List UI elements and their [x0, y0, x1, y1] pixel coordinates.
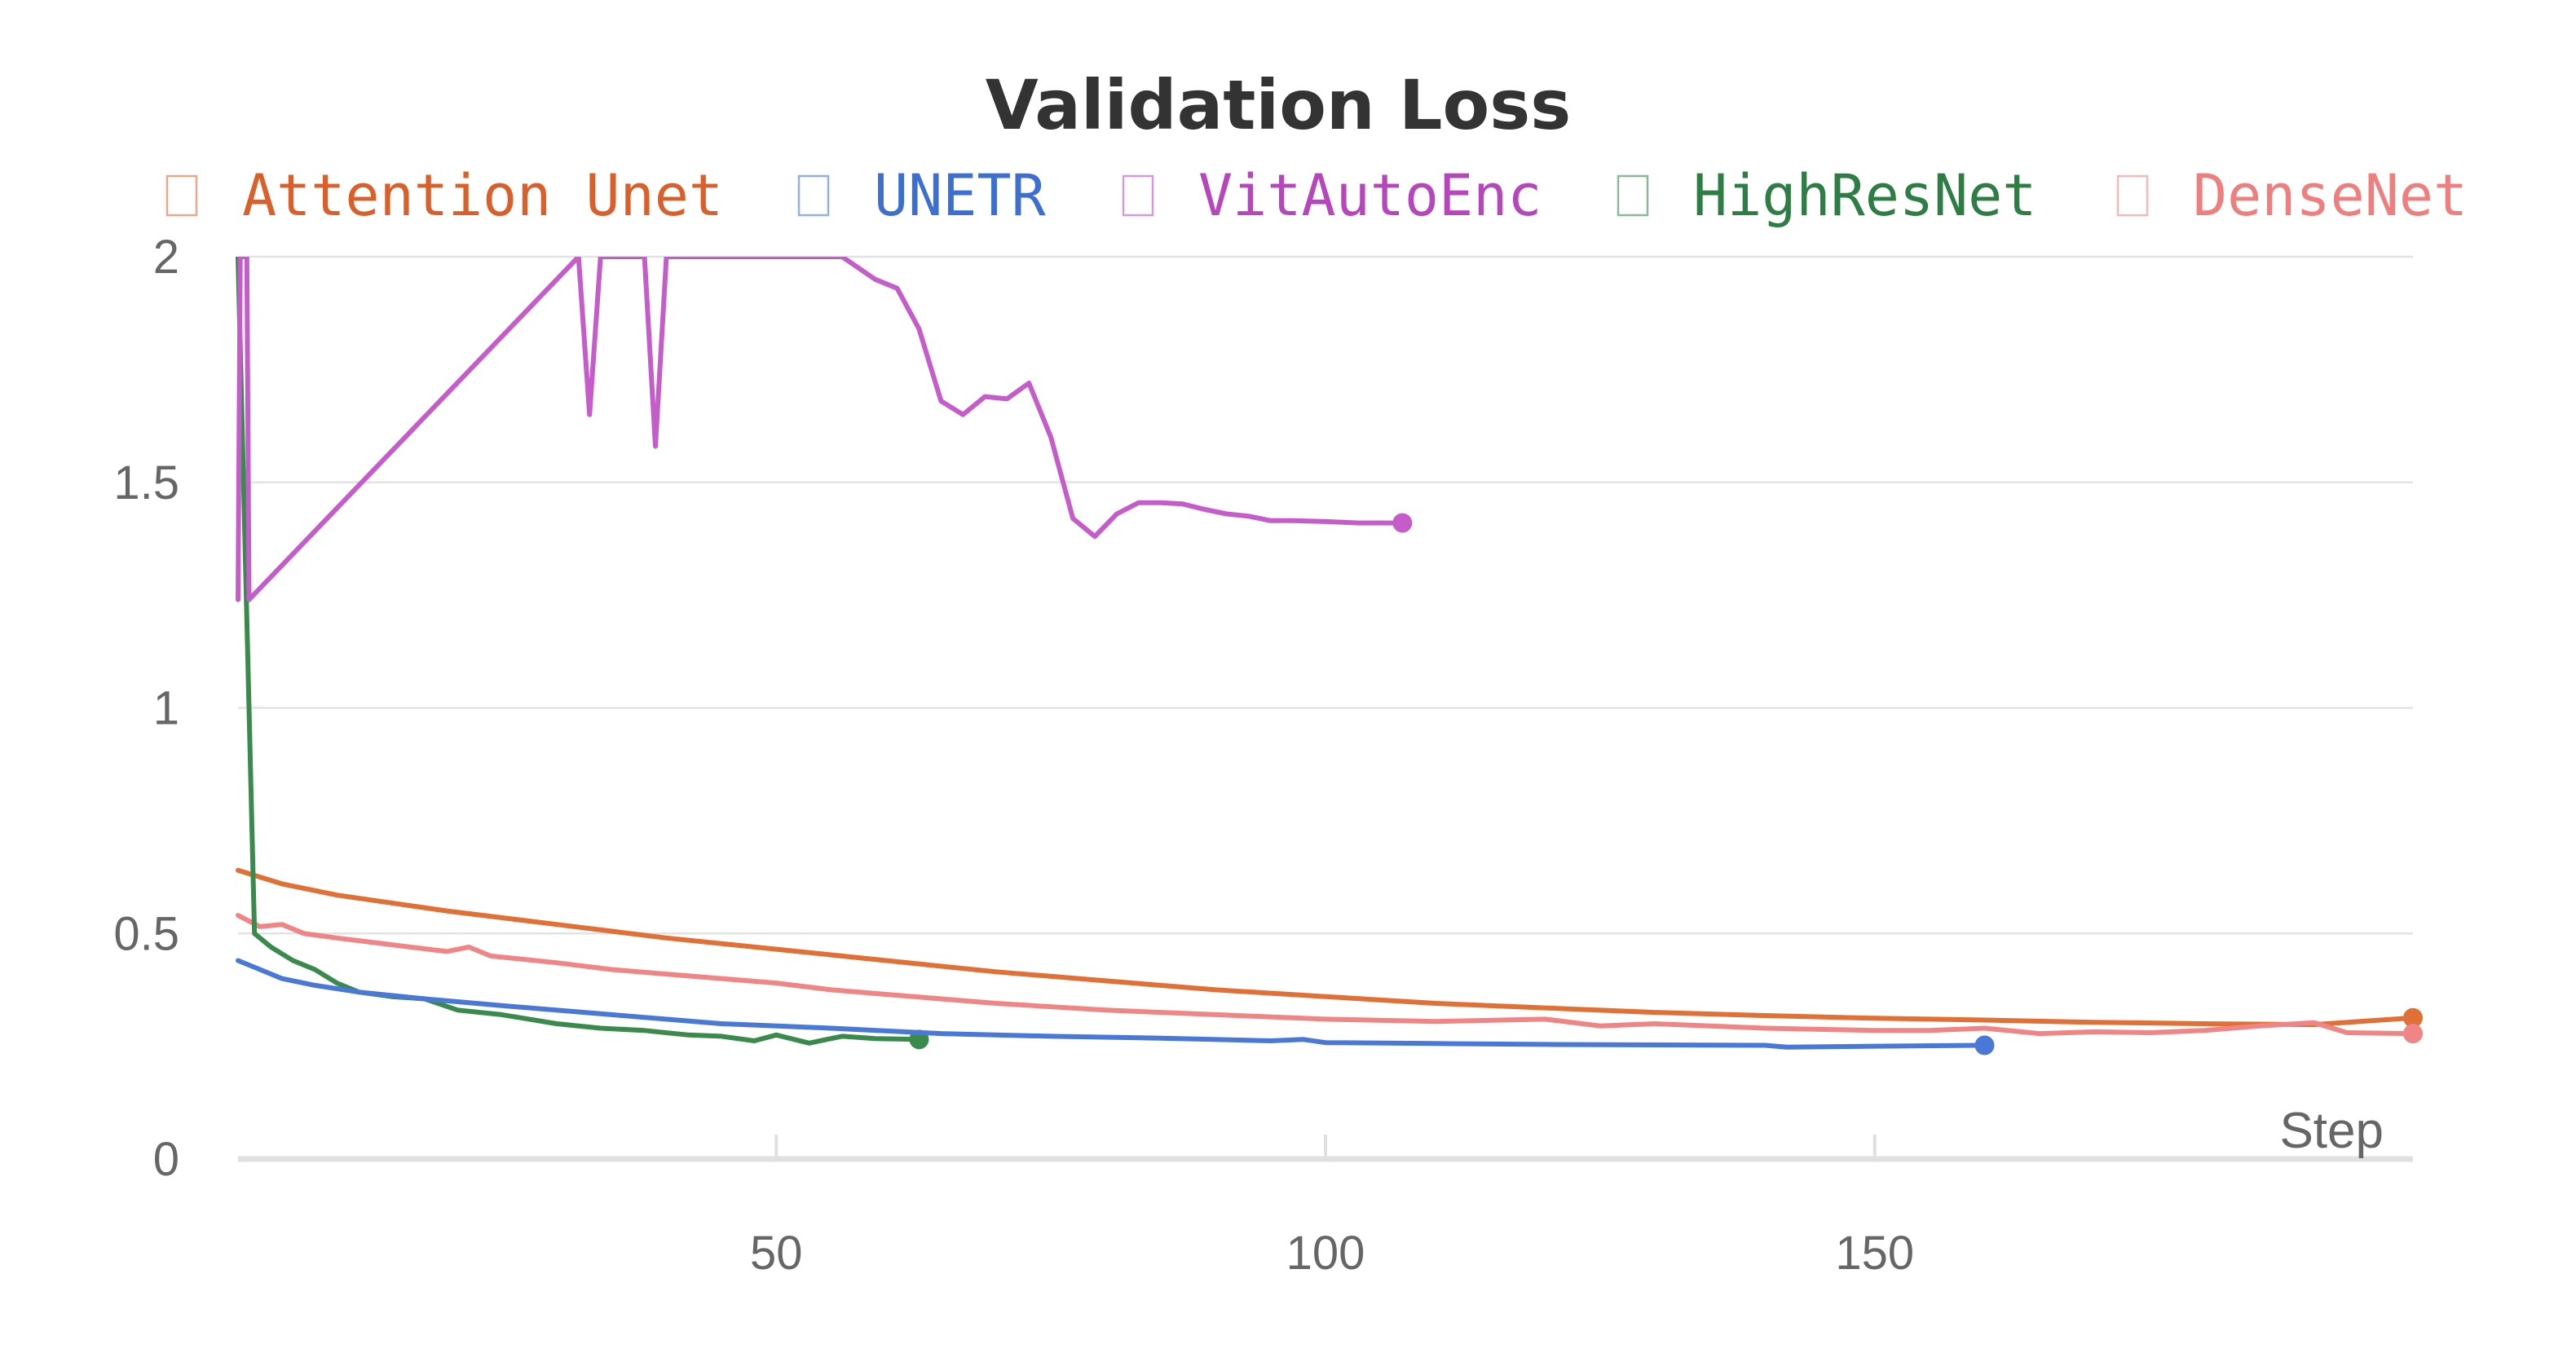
legend-label: DenseNet [2193, 162, 2468, 229]
x-tick-label: 100 [1286, 1227, 1365, 1280]
legend-swatch [165, 174, 198, 217]
series-line-densenet[interactable] [236, 913, 2415, 1037]
series-line-highresnet[interactable] [236, 257, 922, 1046]
x-axis-label: Step [2279, 1103, 2384, 1159]
series-endpoint-vitautoenc[interactable] [1392, 513, 1413, 533]
series-endpoint-densenet[interactable] [2403, 1024, 2423, 1044]
gridlines [238, 255, 2413, 935]
legend-swatch [797, 174, 830, 217]
plot-area[interactable] [236, 257, 2423, 1056]
legend-item-vitautoenc[interactable]: VitAutoEnc [1122, 162, 1542, 229]
series-line-attention-unet[interactable] [236, 867, 2415, 1028]
legend-item-attention-unet[interactable]: Attention Unet [165, 162, 723, 229]
x-tick-label: 50 [750, 1227, 803, 1280]
legend-item-highresnet[interactable]: HighResNet [1617, 162, 2036, 229]
legend[interactable]: Attention Unet UNETR VitAutoEnc HighResNet D… [165, 162, 2468, 229]
series-line-vitautoenc[interactable] [236, 257, 1405, 602]
y-tick-label: 0.5 [113, 907, 179, 960]
legend-swatch [2116, 174, 2149, 217]
y-tick-label: 1.5 [113, 456, 179, 509]
y-tick-label: 0 [153, 1133, 179, 1186]
series-endpoint-attention-unet[interactable] [2403, 1007, 2423, 1028]
legend-label: HighResNet [1693, 162, 2036, 229]
legend-label: Attention Unet [242, 162, 723, 229]
legend-swatch [1617, 174, 1649, 217]
y-tick-label: 2 [153, 231, 179, 284]
chart-title: Validation Loss [986, 65, 1571, 145]
series-endpoint-unetr[interactable] [1974, 1035, 1995, 1056]
axes: 0 0.5 1 1.5 2 50 100 150 [113, 231, 2413, 1280]
series-line-unetr[interactable] [236, 958, 1987, 1050]
legend-label: VitAutoEnc [1198, 162, 1542, 229]
legend-item-densenet[interactable]: DenseNet [2116, 162, 2468, 229]
legend-item-unetr[interactable]: UNETR [797, 162, 1047, 229]
legend-label: UNETR [874, 162, 1047, 229]
y-tick-label: 1 [153, 682, 179, 735]
legend-swatch [1122, 174, 1154, 217]
x-tick-label: 150 [1835, 1227, 1914, 1280]
